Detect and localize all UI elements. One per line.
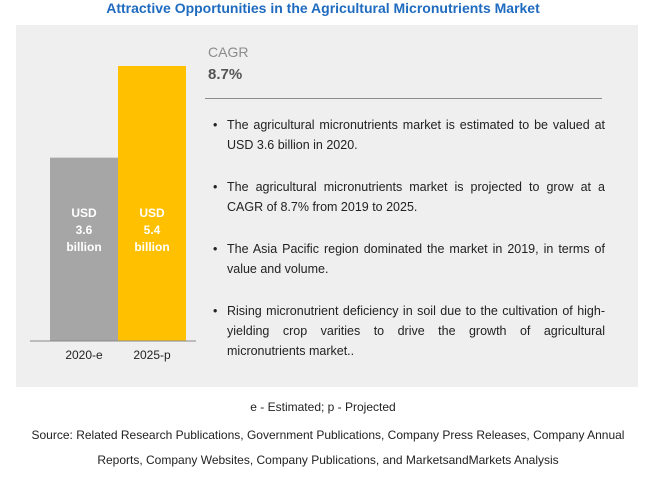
bar-data-label: 5.4 (144, 223, 161, 237)
bar-chart: USD 3.6 billion USD 5.4 billion 2020-e 2025-p (30, 66, 196, 362)
bar-data-label: USD (71, 206, 97, 220)
bar-data-label: billion (66, 240, 101, 254)
bullet-item: • The Asia Pacific region dominated the m… (213, 239, 605, 279)
cagr-value: 8.7% (208, 66, 243, 83)
bullet-text: The agricultural micronutrients market i… (227, 118, 605, 152)
bar-data-label: USD (139, 206, 165, 220)
x-tick-label: 2020-e (65, 348, 103, 362)
bullet-text: The Asia Pacific region dominated the ma… (227, 242, 605, 276)
bullet-text: The agricultural micronutrients market i… (227, 180, 605, 214)
bar-2020-e (50, 157, 118, 341)
bullet-icon: • (213, 180, 218, 194)
bullet-item: • Rising micronutrient deficiency in soil… (213, 301, 605, 361)
bullet-list: • The agricultural micronutrients market … (213, 115, 605, 383)
bullet-icon: • (213, 304, 218, 318)
bullet-item: • The agricultural micronutrients market … (213, 115, 605, 155)
bullet-icon: • (213, 242, 218, 256)
x-tick-label: 2025-p (133, 348, 171, 362)
bar-data-label: 3.6 (76, 223, 93, 237)
bar-data-label: billion (134, 240, 169, 254)
source-note: Source: Related Research Publications, G… (31, 428, 625, 467)
cagr-divider (205, 98, 602, 99)
bullet-icon: • (213, 118, 218, 132)
estimate-note: e - Estimated; p - Projected (250, 400, 396, 414)
bullet-text: Rising micronutrient deficiency in soil … (227, 304, 605, 358)
page-title: Attractive Opportunities in the Agricult… (106, 0, 540, 16)
bullet-item: • The agricultural micronutrients market … (213, 177, 605, 217)
cagr-label: CAGR (208, 44, 249, 60)
bar-2025-p (118, 66, 186, 341)
